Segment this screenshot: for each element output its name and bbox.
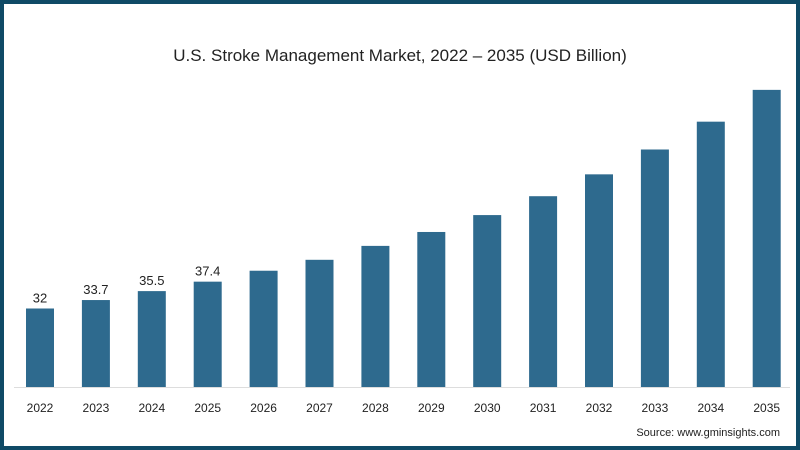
x-tick-label: 2033 [642,401,669,415]
x-tick-label: 2022 [27,401,54,415]
x-tick-label: 2031 [530,401,557,415]
bar-2027 [305,259,334,387]
bar-2025 [193,281,222,387]
bar-2022 [26,308,54,387]
data-label: 35.5 [139,273,164,288]
x-tick-label: 2026 [250,401,277,415]
x-tick-label: 2027 [306,401,333,415]
x-tick-label: 2029 [418,401,445,415]
source-note: Source: www.gminsights.com [636,427,780,439]
bar-2023 [81,300,110,387]
x-tick-label: 2024 [138,401,165,415]
bar-2030 [473,215,502,387]
bar-2028 [361,245,390,387]
bar-2034 [696,121,725,387]
data-label: 33.7 [83,282,108,297]
bar-2035 [752,89,781,388]
x-tick-label: 2028 [362,401,389,415]
x-tick-label: 2034 [697,401,724,415]
data-label: 32 [33,290,47,305]
x-tick-label: 2023 [83,401,110,415]
x-tick-label: 2032 [586,401,613,415]
bar-2024 [137,291,166,387]
bar-2032 [585,174,613,387]
bar-2026 [249,270,278,387]
bar-2031 [529,196,558,387]
data-label: 37.4 [195,264,220,279]
bar-2029 [417,231,446,387]
x-tick-label: 2025 [194,401,221,415]
x-tick-label: 2030 [474,401,501,415]
bar-2033 [640,149,669,387]
chart-title: U.S. Stroke Management Market, 2022 – 20… [173,46,627,65]
x-tick-label: 2035 [753,401,780,415]
